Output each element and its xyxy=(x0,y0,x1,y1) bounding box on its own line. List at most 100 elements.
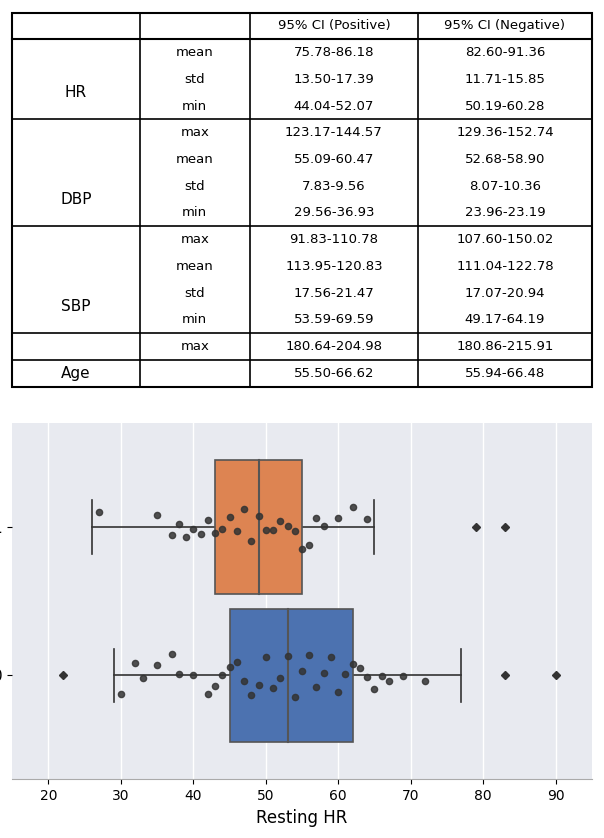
Point xyxy=(217,522,227,535)
Text: 111.04-122.78: 111.04-122.78 xyxy=(456,260,554,273)
Point xyxy=(268,681,278,695)
Text: 49.17-64.19: 49.17-64.19 xyxy=(464,313,545,326)
Text: 8.07-10.36: 8.07-10.36 xyxy=(469,179,541,193)
Text: 52.68-58.90: 52.68-58.90 xyxy=(464,153,545,166)
Text: HR: HR xyxy=(65,85,87,101)
Text: min: min xyxy=(182,313,207,326)
Point xyxy=(232,655,242,669)
Point xyxy=(174,517,184,530)
Point xyxy=(326,650,336,664)
Text: 82.60-91.36: 82.60-91.36 xyxy=(464,46,545,59)
Point xyxy=(174,667,184,680)
Point xyxy=(283,520,292,533)
Point xyxy=(348,500,358,514)
Point xyxy=(297,542,307,556)
Point xyxy=(333,685,343,699)
Point xyxy=(399,670,408,683)
Point xyxy=(420,675,430,688)
X-axis label: Resting HR: Resting HR xyxy=(256,809,348,826)
Text: std: std xyxy=(184,287,205,300)
Point xyxy=(275,515,285,528)
Point xyxy=(283,649,292,663)
Point xyxy=(138,671,147,685)
Text: min: min xyxy=(182,206,207,220)
Text: 11.71-15.85: 11.71-15.85 xyxy=(464,73,545,85)
Bar xyxy=(230,608,353,742)
Point xyxy=(254,678,263,691)
Point xyxy=(246,535,256,548)
Text: mean: mean xyxy=(176,260,214,273)
Point xyxy=(181,530,191,544)
Text: 55.09-60.47: 55.09-60.47 xyxy=(294,153,374,166)
Text: 129.36-152.74: 129.36-152.74 xyxy=(456,127,554,139)
Point xyxy=(225,510,234,524)
Point xyxy=(362,670,372,684)
Text: 17.56-21.47: 17.56-21.47 xyxy=(294,287,374,300)
Bar xyxy=(215,460,302,594)
Text: min: min xyxy=(182,100,207,112)
Text: 50.19-60.28: 50.19-60.28 xyxy=(464,100,545,112)
Point xyxy=(348,658,358,671)
Point xyxy=(188,669,198,682)
Point xyxy=(370,682,379,696)
FancyBboxPatch shape xyxy=(12,13,592,386)
Point xyxy=(188,522,198,535)
Point xyxy=(217,669,227,682)
Point xyxy=(304,539,314,552)
Text: 17.07-20.94: 17.07-20.94 xyxy=(464,287,545,300)
Text: 180.64-204.98: 180.64-204.98 xyxy=(286,340,382,353)
Text: 91.83-110.78: 91.83-110.78 xyxy=(289,233,378,246)
Text: 55.94-66.48: 55.94-66.48 xyxy=(465,367,545,380)
Point xyxy=(167,529,176,542)
Text: 44.04-52.07: 44.04-52.07 xyxy=(294,100,374,112)
Text: 107.60-150.02: 107.60-150.02 xyxy=(456,233,554,246)
Point xyxy=(167,648,176,661)
Text: 29.56-36.93: 29.56-36.93 xyxy=(294,206,374,220)
Text: max: max xyxy=(180,127,209,139)
Point xyxy=(312,680,321,694)
Text: 113.95-120.83: 113.95-120.83 xyxy=(285,260,383,273)
Text: 23.96-23.19: 23.96-23.19 xyxy=(464,206,545,220)
Point xyxy=(225,660,234,674)
Text: 95% CI (Negative): 95% CI (Negative) xyxy=(445,19,565,33)
Text: std: std xyxy=(184,73,205,85)
Point xyxy=(152,659,162,672)
Point xyxy=(268,524,278,537)
Point xyxy=(203,514,213,527)
Text: Age: Age xyxy=(61,365,91,380)
Point xyxy=(319,666,329,680)
Text: 55.50-66.62: 55.50-66.62 xyxy=(294,367,374,380)
Point xyxy=(203,688,213,701)
Text: 75.78-86.18: 75.78-86.18 xyxy=(294,46,374,59)
Text: std: std xyxy=(184,179,205,193)
Text: 13.50-17.39: 13.50-17.39 xyxy=(294,73,374,85)
Point xyxy=(152,509,162,522)
Point xyxy=(319,520,329,533)
Point xyxy=(355,661,365,675)
Point xyxy=(239,674,249,687)
Point xyxy=(312,511,321,525)
Point xyxy=(210,526,220,540)
Text: DBP: DBP xyxy=(60,192,92,207)
Text: 95% CI (Positive): 95% CI (Positive) xyxy=(278,19,390,33)
Point xyxy=(261,650,271,664)
Point xyxy=(232,525,242,538)
Text: 7.83-9.56: 7.83-9.56 xyxy=(302,179,365,193)
Text: 180.86-215.91: 180.86-215.91 xyxy=(456,340,554,353)
Point xyxy=(333,511,343,525)
Point xyxy=(239,502,249,515)
Text: 53.59-69.59: 53.59-69.59 xyxy=(294,313,374,326)
Point xyxy=(297,665,307,678)
Point xyxy=(275,671,285,685)
Point xyxy=(210,679,220,692)
Point xyxy=(116,688,126,701)
Text: max: max xyxy=(180,233,209,246)
Point xyxy=(94,505,104,519)
Point xyxy=(196,527,205,541)
Text: SBP: SBP xyxy=(61,299,91,314)
Point xyxy=(341,668,350,681)
Text: max: max xyxy=(180,340,209,353)
Point xyxy=(261,524,271,537)
Point xyxy=(290,690,300,703)
Text: mean: mean xyxy=(176,46,214,59)
